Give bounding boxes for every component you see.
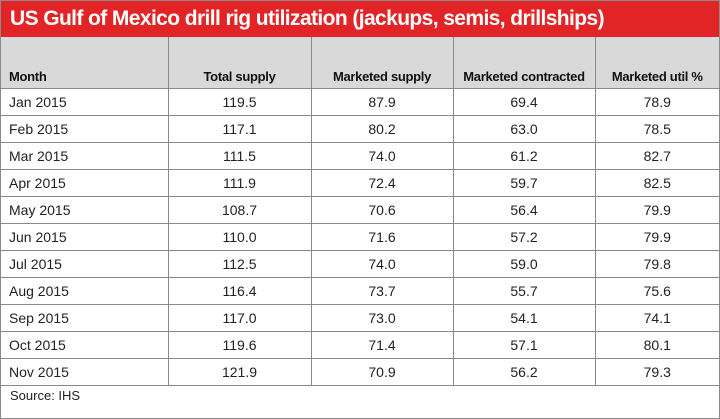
cell-total-supply: 110.0 [168,223,312,251]
cell-marketed-util: 79.3 [595,358,719,386]
table-row: Apr 2015 111.9 72.4 59.7 82.5 [1,169,719,197]
cell-marketed-util: 80.1 [595,331,719,359]
cell-marketed-supply: 73.0 [311,304,454,332]
cell-marketed-util: 78.5 [595,115,719,143]
cell-total-supply: 119.6 [168,331,312,359]
cell-total-supply: 117.0 [168,304,312,332]
cell-marketed-contracted: 54.1 [453,304,596,332]
table-row: Oct 2015 119.6 71.4 57.1 80.1 [1,331,719,359]
cell-marketed-supply: 71.6 [311,223,454,251]
cell-marketed-contracted: 57.2 [453,223,596,251]
cell-month: May 2015 [1,196,169,224]
cell-month: Sep 2015 [1,304,169,332]
cell-total-supply: 111.5 [168,142,312,170]
cell-marketed-util: 79.8 [595,250,719,278]
cell-marketed-supply: 70.6 [311,196,454,224]
cell-marketed-contracted: 59.7 [453,169,596,197]
cell-month: Jul 2015 [1,250,169,278]
cell-total-supply: 116.4 [168,277,312,305]
cell-marketed-supply: 72.4 [311,169,454,197]
cell-marketed-supply: 71.4 [311,331,454,359]
table-row: Jul 2015 112.5 74.0 59.0 79.8 [1,250,719,278]
cell-marketed-contracted: 57.1 [453,331,596,359]
table-row: Jan 2015 119.5 87.9 69.4 78.9 [1,88,719,116]
column-header-marketed-util: Marketed util % [595,37,719,89]
column-header-marketed-contracted: Marketed contracted [453,37,596,89]
table-body: Jan 2015 119.5 87.9 69.4 78.9 Feb 2015 117.1 80… [1,88,719,386]
cell-marketed-contracted: 55.7 [453,277,596,305]
table-row: May 2015 108.7 70.6 56.4 79.9 [1,196,719,224]
cell-marketed-util: 75.6 [595,277,719,305]
cell-total-supply: 112.5 [168,250,312,278]
cell-marketed-util: 74.1 [595,304,719,332]
cell-marketed-contracted: 56.4 [453,196,596,224]
cell-marketed-contracted: 61.2 [453,142,596,170]
cell-marketed-supply: 74.0 [311,142,454,170]
table-row: Mar 2015 111.5 74.0 61.2 82.7 [1,142,719,170]
cell-marketed-supply: 87.9 [311,88,454,116]
table-row: Nov 2015 121.9 70.9 56.2 79.3 [1,358,719,386]
cell-month: Mar 2015 [1,142,169,170]
table-row: Jun 2015 110.0 71.6 57.2 79.9 [1,223,719,251]
header-row: Month Total supply Marketed supply Marke… [1,37,719,89]
cell-total-supply: 111.9 [168,169,312,197]
cell-month: Jun 2015 [1,223,169,251]
cell-marketed-util: 82.7 [595,142,719,170]
cell-month: Apr 2015 [1,169,169,197]
cell-marketed-supply: 73.7 [311,277,454,305]
table-title: US Gulf of Mexico drill rig utilization … [1,1,719,37]
cell-total-supply: 119.5 [168,88,312,116]
column-header-marketed-supply: Marketed supply [311,37,454,89]
cell-month: Feb 2015 [1,115,169,143]
rig-utilization-table: Month Total supply Marketed supply Marke… [1,37,719,386]
cell-total-supply: 121.9 [168,358,312,386]
cell-marketed-util: 79.9 [595,223,719,251]
cell-total-supply: 108.7 [168,196,312,224]
cell-marketed-supply: 70.9 [311,358,454,386]
cell-marketed-contracted: 56.2 [453,358,596,386]
cell-marketed-util: 78.9 [595,88,719,116]
table-row: Feb 2015 117.1 80.2 63.0 78.5 [1,115,719,143]
cell-marketed-contracted: 69.4 [453,88,596,116]
cell-marketed-contracted: 63.0 [453,115,596,143]
cell-month: Oct 2015 [1,331,169,359]
cell-marketed-util: 79.9 [595,196,719,224]
cell-total-supply: 117.1 [168,115,312,143]
cell-month: Nov 2015 [1,358,169,386]
cell-month: Jan 2015 [1,88,169,116]
cell-month: Aug 2015 [1,277,169,305]
cell-marketed-supply: 80.2 [311,115,454,143]
table-row: Sep 2015 117.0 73.0 54.1 74.1 [1,304,719,332]
cell-marketed-contracted: 59.0 [453,250,596,278]
column-header-month: Month [1,37,169,89]
column-header-total-supply: Total supply [168,37,312,89]
source-note: Source: IHS [10,388,81,403]
cell-marketed-util: 82.5 [595,169,719,197]
cell-marketed-supply: 74.0 [311,250,454,278]
table-row: Aug 2015 116.4 73.7 55.7 75.6 [1,277,719,305]
